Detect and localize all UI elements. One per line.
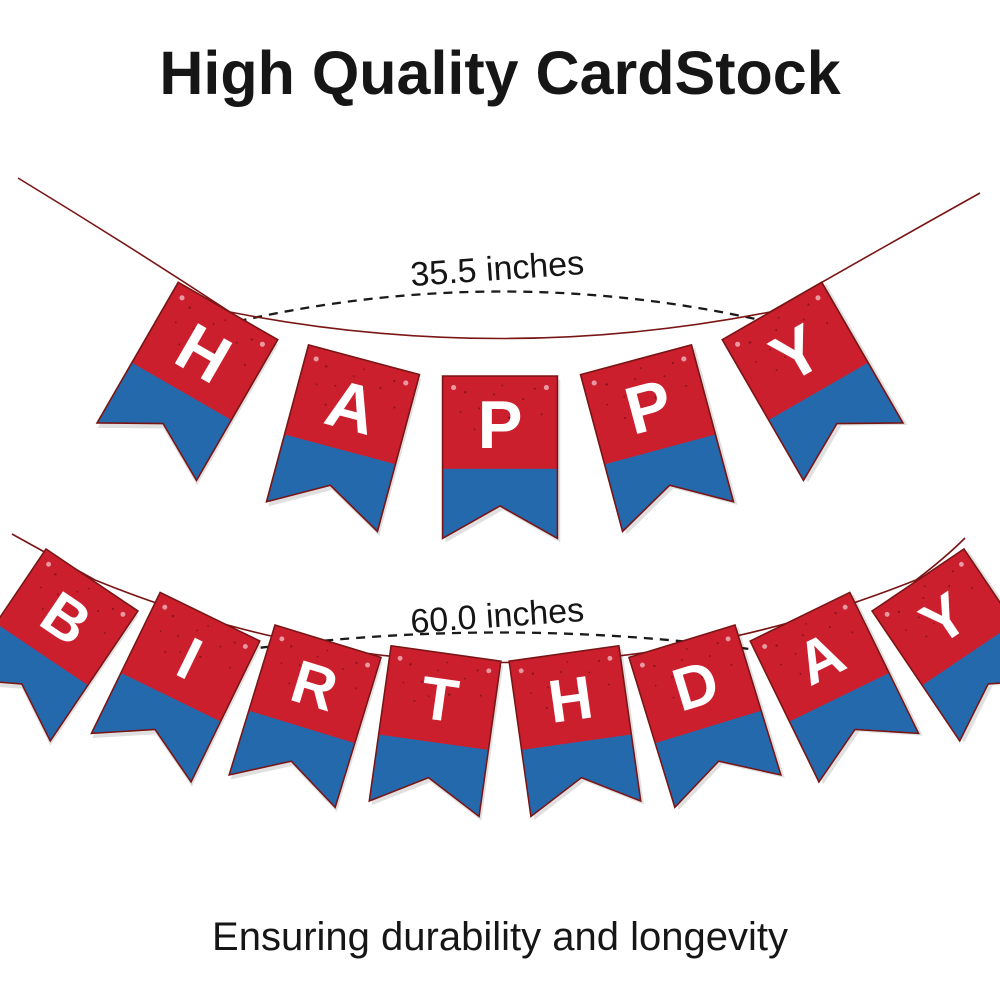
svg-text:35.5 inches: 35.5 inches: [409, 244, 585, 294]
svg-text:Ensuring durability and longev: Ensuring durability and longevity: [212, 915, 788, 959]
svg-text:High Quality CardStock: High Quality CardStock: [159, 39, 840, 107]
svg-text:60.0 inches: 60.0 inches: [409, 591, 585, 641]
svg-text:P: P: [478, 388, 523, 463]
